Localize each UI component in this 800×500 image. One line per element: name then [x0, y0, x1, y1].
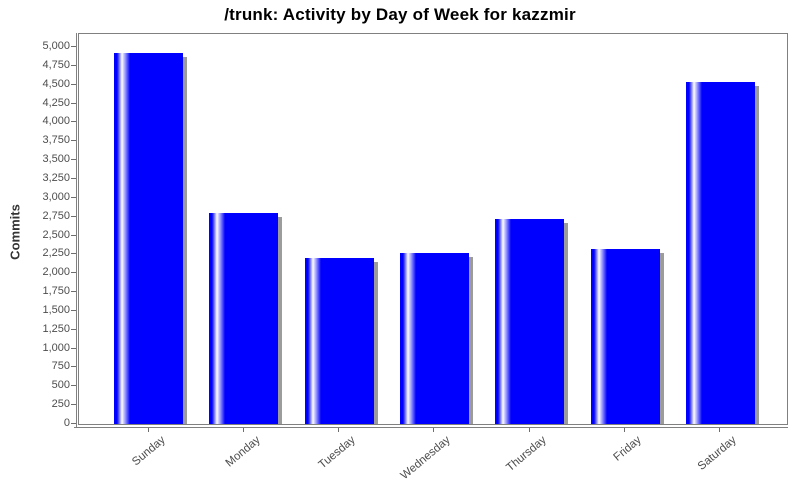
- y-tick-2000: [71, 272, 76, 274]
- y-tick-250: [71, 404, 76, 406]
- y-tick-3500: [71, 159, 76, 161]
- bar-thursday: [495, 218, 565, 424]
- y-tick-label-4000: 4,000: [42, 115, 70, 128]
- y-tick-label-3000: 3,000: [42, 190, 70, 203]
- y-tick-2500: [71, 234, 76, 236]
- x-tick-thursday: [528, 428, 530, 432]
- y-tick-2750: [71, 215, 76, 217]
- y-tick-1500: [71, 309, 76, 311]
- y-tick-label-2500: 2,500: [42, 228, 70, 241]
- y-tick-4250: [71, 102, 76, 104]
- y-tick-750: [71, 366, 76, 368]
- y-tick-label-500: 500: [51, 379, 70, 392]
- y-tick-3250: [71, 177, 76, 179]
- y-tick-label-0: 0: [63, 417, 70, 429]
- x-tick-label-friday: Friday: [611, 434, 644, 464]
- chart-title: /trunk: Activity by Day of Week for kazz…: [224, 5, 576, 24]
- y-tick-1250: [71, 328, 76, 330]
- bar-wednesday: [399, 252, 469, 424]
- y-tick-label-3500: 3,500: [42, 153, 70, 166]
- y-tick-1750: [71, 291, 76, 293]
- y-tick-label-5000: 5,000: [42, 40, 70, 52]
- y-tick-label-4500: 4,500: [42, 77, 70, 90]
- x-tick-saturday: [719, 428, 721, 432]
- plot-area: [78, 33, 788, 425]
- y-tick-label-3750: 3,750: [42, 134, 70, 147]
- y-tick-4500: [71, 83, 76, 85]
- bar-tuesday: [304, 258, 374, 424]
- x-tick-tuesday: [338, 428, 340, 432]
- x-axis-line: [74, 427, 788, 428]
- y-tick-label-250: 250: [51, 398, 70, 411]
- x-tick-label-wednesday: Wednesday: [399, 434, 454, 483]
- y-tick-label-1250: 1,250: [42, 322, 70, 335]
- y-axis-line: [76, 33, 77, 427]
- y-tick-label-2750: 2,750: [42, 209, 70, 222]
- y-tick-label-4750: 4,750: [42, 58, 70, 71]
- y-tick-label-2250: 2,250: [42, 247, 70, 260]
- bar-monday: [209, 212, 279, 424]
- y-tick-500: [71, 385, 76, 387]
- y-tick-label-2000: 2,000: [42, 266, 70, 279]
- x-tick-label-monday: Monday: [223, 434, 263, 470]
- y-tick-4000: [71, 121, 76, 123]
- bar-sunday: [114, 53, 183, 424]
- y-tick-2250: [71, 253, 76, 255]
- x-tick-monday: [242, 428, 244, 432]
- y-tick-3750: [71, 140, 76, 142]
- x-tick-label-saturday: Saturday: [696, 434, 740, 473]
- y-tick-label-1750: 1,750: [42, 285, 70, 298]
- x-tick-friday: [624, 428, 625, 432]
- x-tick-wednesday: [433, 428, 435, 432]
- y-tick-4750: [71, 64, 76, 66]
- x-tick-sunday: [147, 428, 149, 432]
- y-tick-label-750: 750: [51, 360, 70, 373]
- x-tick-label-tuesday: Tuesday: [316, 434, 358, 472]
- bar-friday: [590, 248, 660, 424]
- x-tick-label-sunday: Sunday: [129, 434, 168, 469]
- y-tick-label-3250: 3,250: [42, 171, 70, 184]
- y-tick-3000: [71, 196, 76, 198]
- x-tick-label-thursday: Thursday: [503, 434, 549, 475]
- y-tick-1000: [71, 347, 76, 349]
- y-tick-label-4250: 4,250: [42, 96, 70, 109]
- bar-saturday: [685, 82, 755, 424]
- y-tick-label-1500: 1,500: [42, 303, 70, 316]
- y-tick-label-1000: 1,000: [42, 341, 70, 354]
- y-tick-5000: [71, 46, 76, 47]
- y-tick-0: [71, 423, 76, 424]
